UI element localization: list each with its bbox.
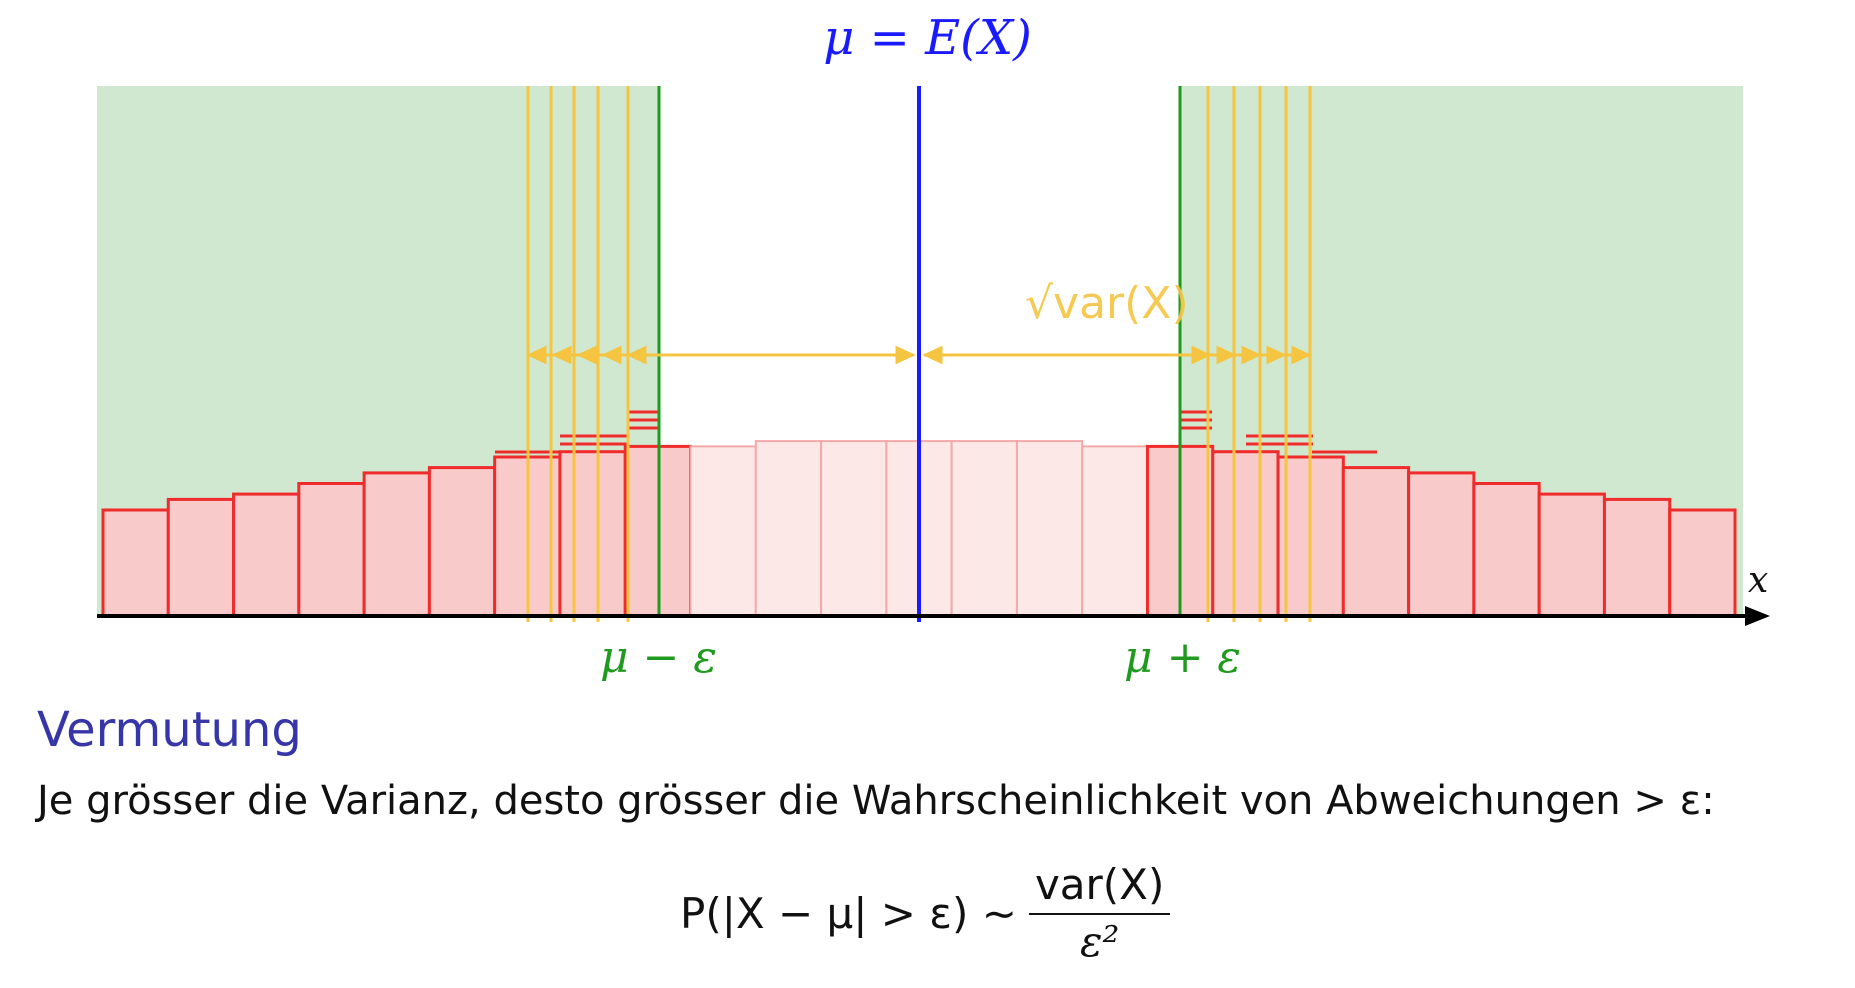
mu-minus-eps-label: μ − ε: [600, 632, 718, 683]
histogram-bar: [1537, 492, 1606, 618]
histogram-bar: [754, 440, 823, 617]
probability-formula: P(|X − μ| > ε) ∼ var(X) ε²: [680, 860, 1171, 966]
x-axis-arrowhead: [1745, 606, 1770, 626]
histogram-bars: [101, 410, 1737, 618]
sqrt-var-label: √var(X): [1025, 278, 1189, 329]
section-heading: Vermutung: [37, 702, 302, 758]
histogram-bar: [820, 440, 888, 617]
histogram-bar: [950, 440, 1018, 617]
histogram-bar: [166, 497, 236, 618]
histogram-bar: [689, 445, 757, 617]
formula-denominator: ε²: [1079, 917, 1120, 966]
sigma-arrows: [526, 345, 1312, 365]
histogram-bar: [1211, 450, 1280, 618]
histogram-bar: [558, 450, 627, 618]
expectation-title: μ = E(X): [823, 10, 1032, 66]
histogram-bar: [1407, 471, 1476, 618]
histogram-bar: [232, 492, 301, 618]
histogram-bar: [297, 482, 366, 618]
histogram-bar: [1341, 466, 1411, 618]
formula-fraction: var(X) ε²: [1028, 860, 1171, 966]
formula-lhs: P(|X − μ| > ε) ∼: [680, 888, 1017, 938]
histogram-bar: [1081, 445, 1149, 617]
mu-plus-eps-label: μ + ε: [1124, 632, 1242, 683]
histogram-bar: [1015, 440, 1084, 617]
histogram-bar: [1668, 508, 1737, 618]
histogram-bar: [362, 471, 431, 618]
histogram-bar: [1602, 497, 1672, 618]
conjecture-statement: Je grösser die Varianz, desto grösser di…: [37, 778, 1715, 824]
formula-numerator: var(X): [1028, 860, 1171, 915]
x-axis-label: x: [1748, 560, 1769, 601]
histogram-bar: [1472, 482, 1541, 618]
histogram-bar: [101, 508, 170, 618]
histogram-bar: [427, 466, 497, 618]
